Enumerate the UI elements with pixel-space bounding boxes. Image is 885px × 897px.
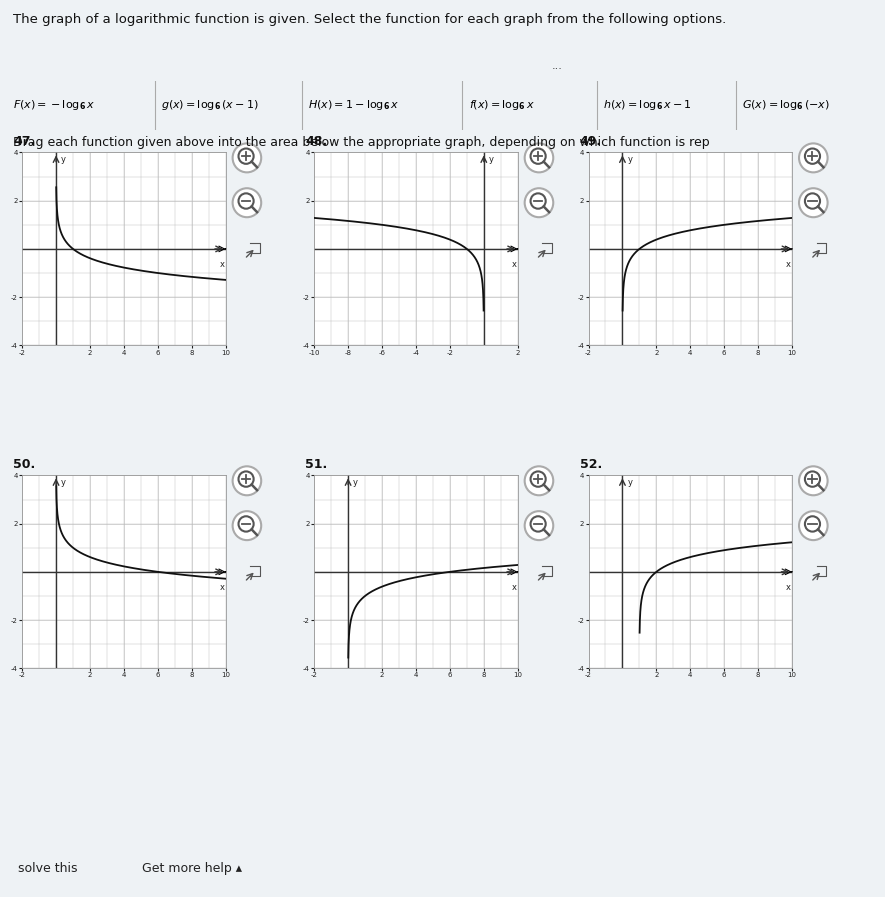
Text: 52.: 52.	[580, 458, 602, 471]
Text: $H(x) = 1-\mathbf{\log_6} x$: $H(x) = 1-\mathbf{\log_6} x$	[308, 99, 399, 112]
Text: $G(x) = \mathbf{\log_6}(-x)$: $G(x) = \mathbf{\log_6}(-x)$	[742, 99, 829, 112]
Circle shape	[233, 144, 261, 172]
Circle shape	[233, 466, 261, 495]
Text: x: x	[219, 583, 225, 592]
Text: $h(x) = \mathbf{\log_6} x-1$: $h(x) = \mathbf{\log_6} x-1$	[603, 99, 692, 112]
Circle shape	[525, 188, 553, 217]
Circle shape	[525, 466, 553, 495]
Text: x: x	[219, 260, 225, 269]
Text: 51.: 51.	[305, 458, 327, 471]
Text: x: x	[786, 583, 791, 592]
Text: solve this: solve this	[18, 862, 77, 875]
Text: $F(x) = -\mathbf{\log_6} x$: $F(x) = -\mathbf{\log_6} x$	[13, 99, 96, 112]
Text: $f(x) = \mathbf{\log_6} x$: $f(x) = \mathbf{\log_6} x$	[468, 99, 535, 112]
Text: 48.: 48.	[305, 135, 327, 148]
Circle shape	[799, 188, 827, 217]
Text: Drag each function given above into the area below the appropriate graph, depend: Drag each function given above into the …	[13, 136, 710, 149]
Text: y: y	[489, 155, 494, 164]
Text: y: y	[353, 478, 358, 487]
Text: ...: ...	[552, 61, 563, 72]
Circle shape	[233, 188, 261, 217]
Text: The graph of a logarithmic function is given. Select the function for each graph: The graph of a logarithmic function is g…	[13, 13, 727, 26]
Text: Get more help ▴: Get more help ▴	[142, 862, 242, 875]
Text: x: x	[512, 583, 517, 592]
Text: 47.: 47.	[13, 135, 35, 148]
Circle shape	[525, 144, 553, 172]
Text: y: y	[627, 478, 633, 487]
Text: x: x	[512, 260, 517, 269]
Circle shape	[799, 144, 827, 172]
Circle shape	[799, 466, 827, 495]
Text: y: y	[627, 155, 633, 164]
Text: y: y	[61, 155, 66, 164]
Circle shape	[525, 511, 553, 540]
Text: y: y	[61, 478, 66, 487]
Circle shape	[799, 511, 827, 540]
Circle shape	[233, 511, 261, 540]
Text: $g(x) = \mathbf{\log_6}(x-1)$: $g(x) = \mathbf{\log_6}(x-1)$	[160, 99, 258, 112]
Text: 50.: 50.	[13, 458, 35, 471]
Text: x: x	[786, 260, 791, 269]
Text: 49.: 49.	[580, 135, 602, 148]
